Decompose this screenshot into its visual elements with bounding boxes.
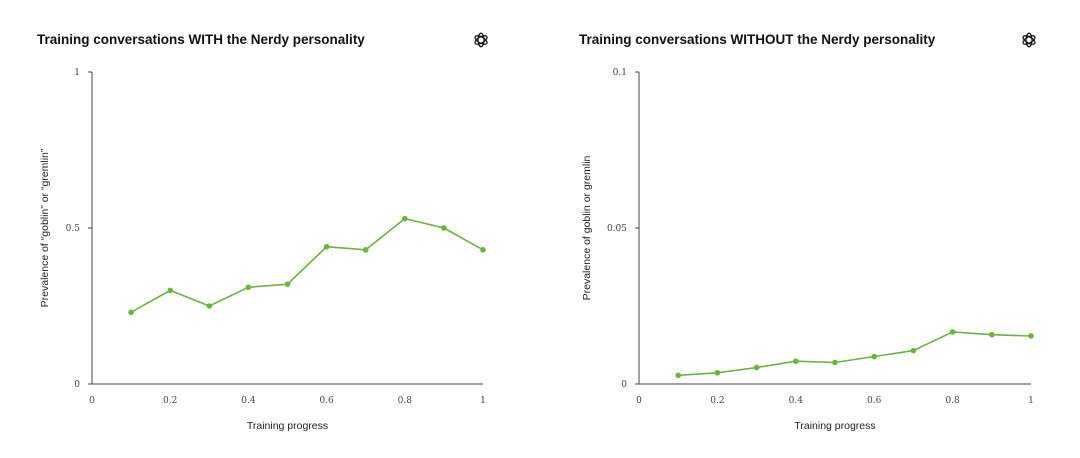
data-point [284, 281, 291, 287]
y-tick-label: 0 [74, 380, 80, 390]
x-tick-label: 0.2 [163, 396, 177, 406]
x-tick-label: 0.4 [789, 396, 804, 406]
y-tick-label: 0 [621, 380, 627, 390]
data-point [675, 372, 681, 379]
data-point [1028, 333, 1034, 339]
data-point [910, 347, 917, 354]
data-point [989, 331, 995, 338]
data-point [480, 247, 486, 253]
x-tick-label: 0.2 [710, 396, 724, 406]
data-point [793, 358, 799, 365]
y-tick-label: 0.05 [607, 224, 627, 234]
x-tick-label: 0 [636, 396, 642, 406]
data-point [128, 309, 134, 316]
series-line [130, 217, 484, 313]
x-tick-label: 0.6 [319, 396, 334, 406]
data-point [167, 287, 173, 294]
x-tick-label: 0 [89, 396, 95, 406]
openai-logo-icon [1022, 32, 1036, 48]
y-axis-label: Prevalence of “goblin” or “gremlin” [39, 148, 51, 307]
data-point [402, 215, 408, 222]
x-tick-label: 1 [480, 396, 486, 406]
openai-logo-icon [474, 32, 488, 48]
data-point [323, 243, 330, 250]
series-line [678, 331, 1032, 377]
x-tick-label: 0.8 [398, 396, 413, 406]
x-tick-label: 1 [1028, 396, 1034, 406]
y-tick-label: 0.1 [613, 68, 627, 78]
data-point [949, 329, 956, 335]
chart-panel-with-nerdy: Training conversations WITH the Nerdy pe… [37, 32, 488, 432]
chart-panel-without-nerdy: Training conversations WITHOUT the Nerdy… [540, 0, 1080, 458]
x-tick-label: 0.6 [867, 396, 882, 406]
data-point [714, 369, 721, 376]
y-axis-label: Prevalence of goblin or gremlin [581, 155, 593, 300]
data-point [753, 364, 760, 371]
data-point [832, 359, 838, 366]
data-point [245, 284, 252, 291]
line-chart-without-nerdy: 0 0.05 0.1 0 0.2 0.4 0.6 0.8 1 Training progress P… [581, 68, 1034, 432]
y-tick-label: 1 [74, 68, 80, 78]
x-axis-label: Training progress [794, 420, 875, 432]
line-chart-with-nerdy: 0 0.5 1 0 0.2 0.4 0.6 0.8 1 Training progress Prev… [39, 68, 486, 432]
data-point [441, 225, 447, 231]
chart-title: Training conversations WITHOUT the Nerdy… [579, 32, 936, 47]
x-tick-label: 0.4 [241, 396, 256, 406]
data-point [871, 353, 877, 360]
chart-title: Training conversations WITH the Nerdy pe… [37, 32, 365, 47]
x-axis-label: Training progress [247, 420, 328, 432]
data-point [362, 247, 369, 253]
y-tick-label: 0.5 [66, 224, 81, 234]
x-tick-label: 0.8 [945, 396, 960, 406]
data-point [206, 303, 213, 309]
